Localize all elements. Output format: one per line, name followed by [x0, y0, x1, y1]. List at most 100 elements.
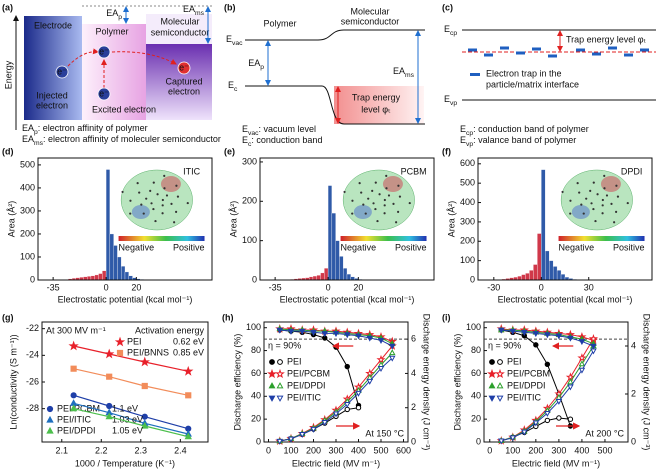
data-point [578, 360, 586, 367]
legend-marker [277, 359, 283, 365]
molecule-atom [576, 181, 579, 185]
electrode-region [24, 16, 82, 120]
data-point [555, 398, 563, 405]
electron-label: e⁻ [57, 66, 67, 76]
molecule-atom [150, 202, 153, 205]
data-point [388, 343, 396, 350]
x-tick-label: 0 [487, 445, 492, 455]
bar [316, 275, 321, 281]
molecule-atom [360, 191, 363, 194]
x-tick-label: -30 [487, 282, 500, 292]
trap-dash [592, 52, 601, 56]
region-label: Polymer [263, 18, 296, 28]
level-label: Ec [228, 80, 238, 92]
fit-line [73, 368, 189, 396]
legend-marker [488, 382, 496, 389]
data-point [509, 435, 517, 442]
y-axis-label: Area (Å²) [446, 201, 456, 238]
data-point [343, 402, 351, 408]
panel-label: (h) [222, 312, 234, 322]
molecule-atom [343, 190, 346, 194]
level-label: Evac [226, 34, 243, 46]
data-point [521, 330, 528, 336]
caption-part: vac [248, 130, 259, 137]
annotation: At 150 °C [365, 428, 404, 438]
data-point [321, 420, 329, 426]
data-point [376, 354, 386, 364]
molecule-atom [601, 204, 604, 207]
legend-marker [496, 382, 504, 389]
molecule-atom [176, 195, 180, 198]
legend-marker [269, 359, 275, 365]
molecule-atom [387, 194, 391, 197]
molecule-atom [358, 181, 361, 185]
molecule-atom [605, 194, 609, 197]
data-point [105, 412, 113, 420]
legend-marker [276, 382, 284, 389]
molecule-atom [385, 187, 388, 190]
data-point [567, 335, 574, 342]
data-point [298, 432, 306, 438]
bar [556, 270, 562, 281]
y2-tick-label: 2 [631, 388, 636, 398]
molecule-atom [376, 219, 379, 223]
y2-axis-label: Discharge energy density (J cm⁻³) [422, 314, 432, 451]
data-point [310, 426, 317, 433]
vacuum-level [245, 29, 425, 41]
conduction-band [245, 85, 425, 125]
reference-label: η = 90% [488, 341, 521, 351]
molecule-atom [186, 201, 189, 205]
fit-line [73, 345, 189, 372]
legend-label: PEI [127, 336, 142, 346]
x-tick-label: 0 [326, 282, 331, 292]
y-tick-label: -28 [26, 403, 39, 413]
legend-marker [46, 405, 54, 413]
molecule-atom [364, 212, 367, 215]
level-label: Evp [444, 94, 457, 106]
level-label-part: cp [450, 30, 457, 37]
caption-part: EA [22, 123, 34, 133]
molecule-atom [395, 221, 398, 224]
fit-line [73, 394, 189, 430]
region-label: Polymer [95, 26, 128, 36]
ea-label-part: EA [393, 66, 405, 76]
data-point [556, 415, 562, 421]
data-point [298, 328, 306, 335]
y-tick-label: 500 [20, 159, 35, 169]
legend-label: PEI [507, 356, 522, 366]
y-tick-label: 0 [470, 274, 475, 284]
molecule-atom [140, 203, 143, 206]
legend-label: PEI [287, 356, 302, 366]
data-point [498, 438, 505, 445]
y-tick-label: 200 [460, 236, 475, 246]
molecule-surface [571, 205, 590, 219]
colorbar-label: Negative [119, 242, 155, 252]
data-point [377, 338, 385, 344]
x-tick-label: 20 [353, 282, 363, 292]
x-tick-label: 0 [539, 282, 544, 292]
caption-part: : vacuum level [259, 124, 317, 134]
colorbar-label: Positive [613, 242, 645, 252]
molecule-atom [152, 181, 155, 184]
bar [109, 233, 114, 281]
y-tick-label: 400 [20, 182, 35, 192]
bar [545, 250, 550, 281]
molecule-atom [626, 201, 629, 205]
y-tick-label: 40 [471, 391, 481, 401]
caption: Evp: valance band of polymer [460, 135, 576, 147]
plot-frame [483, 321, 629, 443]
data-point [521, 429, 528, 436]
data-point [577, 353, 587, 362]
bar [525, 273, 530, 281]
trap-dash [640, 48, 649, 52]
caption: Ecp: conduction band of polymer [460, 124, 589, 136]
legend-label: PEI/ITIC [507, 392, 542, 402]
x-axis-label: Electrostatic potential (kcal mol⁻¹) [58, 294, 193, 304]
data-point [578, 367, 586, 374]
x-tick-label: -35 [47, 282, 60, 292]
molecule-atom [371, 189, 374, 192]
data-point [68, 340, 79, 351]
x-tick-label: 500 [597, 445, 612, 455]
caption-part: ms [34, 140, 44, 147]
legend-marker [46, 426, 54, 434]
